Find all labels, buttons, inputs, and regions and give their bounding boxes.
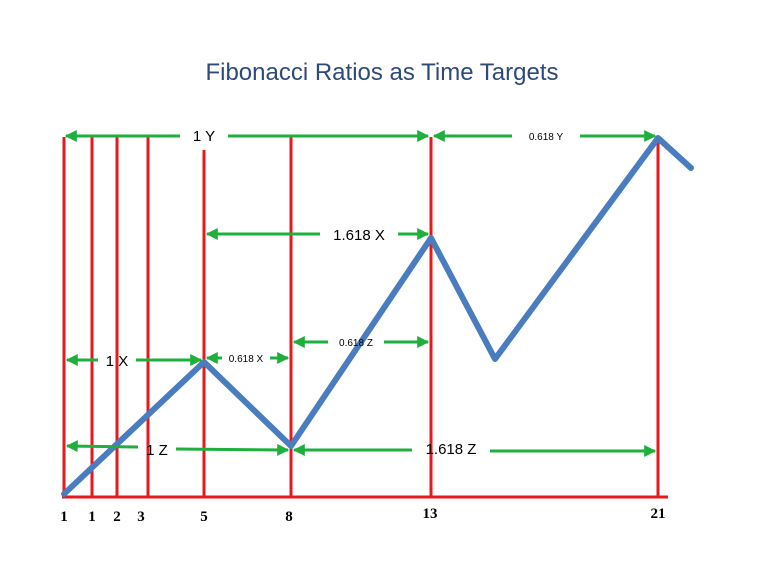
label-0618z: 0.618 Z <box>339 338 373 349</box>
fibonacci-time-lines <box>62 137 668 499</box>
ratio-arrows <box>64 130 657 457</box>
diagram-title: Fibonacci Ratios as Time Targets <box>205 59 558 86</box>
axis-number: 5 <box>200 509 208 525</box>
axis-number: 8 <box>285 509 293 525</box>
axis-number: 3 <box>137 509 145 525</box>
label-1x: 1 X <box>106 353 129 370</box>
label-1618z: 1.618 Z <box>426 441 477 458</box>
axis-number: 13 <box>423 506 438 522</box>
label-1y: 1 Y <box>193 128 215 145</box>
label-0618x: 0.618 X <box>229 354 264 365</box>
axis-number: 1 <box>88 509 96 525</box>
axis-number: 21 <box>651 506 666 522</box>
axis-number: 1 <box>60 509 68 525</box>
axis-numbers: 1 1 2 3 5 8 13 21 <box>60 506 665 525</box>
label-1618x: 1.618 X <box>333 227 385 244</box>
label-1z: 1 Z <box>146 442 168 459</box>
arrow-1z-left <box>65 440 139 453</box>
price-path <box>61 135 694 497</box>
arrow-1z-right <box>175 443 290 456</box>
label-0618y: 0.618 Y <box>529 132 564 143</box>
axis-number: 2 <box>113 509 121 525</box>
